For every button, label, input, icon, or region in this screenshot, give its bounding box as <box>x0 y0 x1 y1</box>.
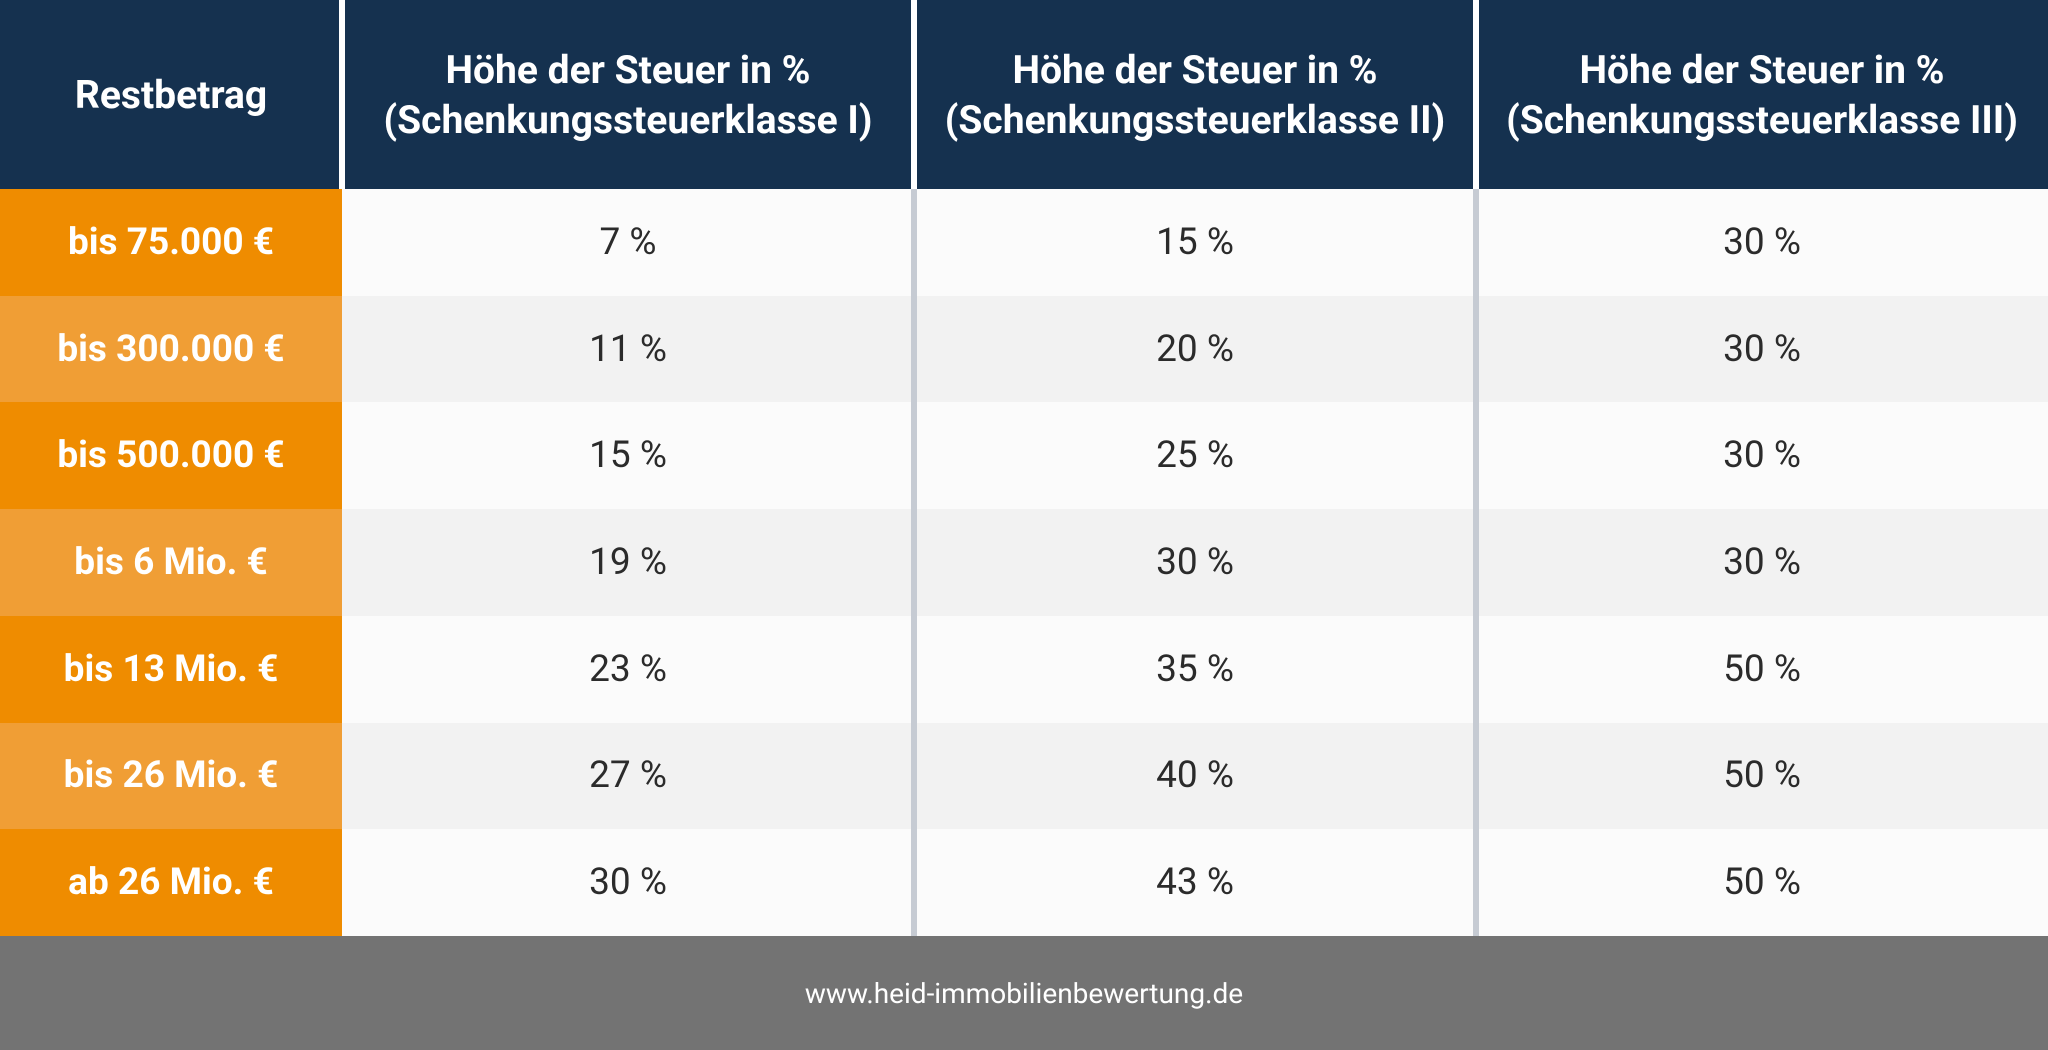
table-cell: 50 % <box>1476 722 2048 830</box>
header-text: Restbetrag <box>74 71 268 118</box>
row-label: bis 75.000 € <box>0 189 342 296</box>
row-label: bis 6 Mio. € <box>0 509 342 616</box>
header-divider <box>1473 0 1479 189</box>
table-cell: 50 % <box>1476 615 2048 723</box>
column-divider <box>1473 189 1479 936</box>
table-cell: 15 % <box>342 402 914 510</box>
table-cell: 15 % <box>914 189 1476 296</box>
table-cell: 30 % <box>1476 189 2048 296</box>
header-text: (Schenkungssteuerklasse II) <box>944 96 1446 143</box>
table-cell: 30 % <box>1476 509 2048 616</box>
row-label: bis 300.000 € <box>0 295 342 403</box>
table-cell: 30 % <box>1476 402 2048 510</box>
table-cell: 30 % <box>914 509 1476 616</box>
header-cell: Restbetrag <box>0 0 342 189</box>
header-text: (Schenkungssteuerklasse III) <box>1506 96 2018 143</box>
row-label: bis 500.000 € <box>0 402 342 510</box>
table-cell: 43 % <box>914 829 1476 936</box>
table-cell: 35 % <box>914 615 1476 723</box>
header-text: Höhe der Steuer in % <box>1579 46 1945 93</box>
header-divider <box>911 0 917 189</box>
header-cell: Höhe der Steuer in % (Schenkungssteuerkla… <box>914 0 1476 189</box>
table-cell: 25 % <box>914 402 1476 510</box>
table-cell: 30 % <box>1476 295 2048 403</box>
footer: www.heid-immobilienbewertung.de <box>0 936 2048 1050</box>
table-cell: 11 % <box>342 295 914 403</box>
table-cell: 23 % <box>342 615 914 723</box>
table-cell: 20 % <box>914 295 1476 403</box>
header-cell: Höhe der Steuer in % (Schenkungssteuerkla… <box>1476 0 2048 189</box>
row-label: bis 13 Mio. € <box>0 615 342 723</box>
header-divider <box>339 0 345 189</box>
header-cell: Höhe der Steuer in % (Schenkungssteuerkla… <box>342 0 914 189</box>
header-text: Höhe der Steuer in % <box>445 46 811 93</box>
table-cell: 19 % <box>342 509 914 616</box>
table-cell: 30 % <box>342 829 914 936</box>
table-cell: 27 % <box>342 722 914 830</box>
header-text: (Schenkungssteuerklasse I) <box>383 96 873 143</box>
table-cell: 40 % <box>914 722 1476 830</box>
table-cell: 50 % <box>1476 829 2048 936</box>
row-label: ab 26 Mio. € <box>0 829 342 936</box>
table-cell: 7 % <box>342 189 914 296</box>
column-divider <box>911 189 917 936</box>
row-label: bis 26 Mio. € <box>0 722 342 830</box>
header-text: Höhe der Steuer in % <box>1012 46 1378 93</box>
